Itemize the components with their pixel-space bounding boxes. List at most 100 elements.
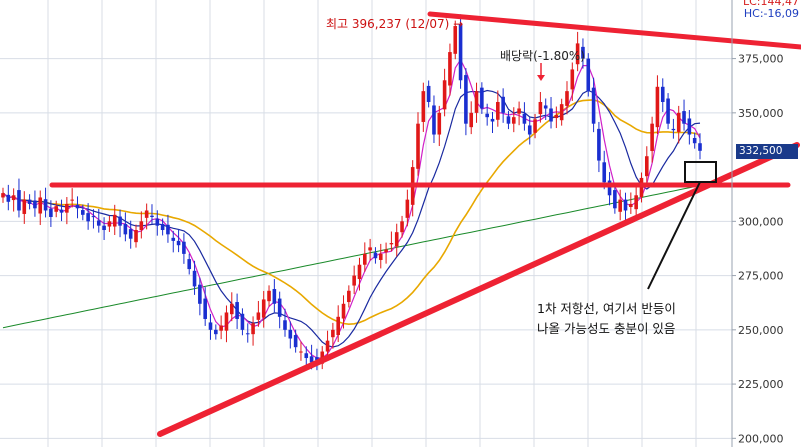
- candle-body: [336, 316, 340, 336]
- dividend-label: 배당락(-1.80%): [500, 49, 585, 63]
- candle-body: [251, 323, 255, 335]
- y-tick-label: 275,000: [738, 270, 784, 283]
- candle-body: [363, 253, 367, 265]
- candle-body: [357, 264, 362, 280]
- candle-body: [597, 128, 601, 161]
- candle-body: [522, 113, 527, 124]
- candle-body: [43, 199, 48, 211]
- candle-body: [666, 98, 670, 124]
- candle-body: [331, 329, 335, 338]
- candle-body: [432, 105, 436, 135]
- candle-body: [437, 112, 442, 135]
- candle-body: [160, 223, 165, 231]
- candle-body: [581, 46, 585, 59]
- candle-body: [6, 194, 11, 202]
- support-trendline: [157, 142, 800, 437]
- candle-body: [533, 119, 537, 133]
- candle-body: [682, 111, 686, 124]
- candle-body: [496, 101, 500, 120]
- candle-body: [623, 199, 628, 211]
- candle-body: [660, 86, 665, 102]
- candle-body: [102, 225, 106, 231]
- candle-body: [469, 112, 474, 128]
- candle-body: [198, 284, 202, 304]
- candle-body: [166, 224, 170, 235]
- lc-label: LC:144,47: [742, 0, 799, 8]
- candle-body: [474, 91, 479, 113]
- candle-body: [448, 52, 452, 86]
- candle-body: [17, 190, 21, 211]
- candle-body: [416, 123, 420, 169]
- candle-body: [139, 221, 144, 231]
- callout-line: [647, 181, 701, 290]
- candle-body: [261, 299, 266, 318]
- candle-body: [692, 138, 697, 144]
- candle-body: [480, 87, 484, 109]
- candle-body: [214, 329, 218, 335]
- candle-body: [559, 104, 564, 121]
- candle-body: [1, 193, 5, 198]
- candle-body: [59, 209, 64, 213]
- candle-body: [70, 199, 74, 201]
- note-line-2: 나올 가능성도 충분이 있음: [537, 321, 676, 336]
- candle-body: [586, 58, 591, 92]
- candle-body: [299, 351, 303, 353]
- candle-body: [283, 320, 287, 330]
- note-line-1: 1차 저항선, 여기서 반등이: [537, 301, 676, 316]
- candle-body: [644, 156, 649, 177]
- candle-body: [634, 195, 638, 210]
- dividend-marker: [537, 75, 545, 81]
- candle-body: [49, 208, 53, 217]
- candle-body: [293, 335, 298, 348]
- candle-body: [602, 162, 607, 183]
- candle-body: [134, 230, 138, 243]
- candle-body: [442, 80, 447, 110]
- candle-body: [11, 195, 16, 201]
- candle-body: [549, 108, 553, 122]
- candle-body: [224, 312, 229, 331]
- candle-body: [91, 216, 96, 218]
- candle-body: [86, 213, 90, 222]
- candle-body: [527, 125, 532, 135]
- y-tick-label: 350,000: [738, 107, 784, 120]
- y-tick-label: 200,000: [738, 432, 784, 445]
- candle-body: [511, 117, 516, 124]
- candle-body: [81, 210, 85, 215]
- candle-body: [155, 218, 160, 226]
- candle-body: [187, 259, 192, 270]
- all-time-high-label: 최고 396,237 (12/07) →: [326, 17, 464, 31]
- candle-body: [671, 128, 676, 131]
- candle-body: [203, 298, 207, 319]
- candle-body: [150, 215, 154, 217]
- candle-body: [347, 290, 351, 303]
- candle-body: [128, 229, 133, 239]
- candle-body: [235, 302, 239, 319]
- candle-body: [655, 86, 660, 128]
- hc-label: HC:-16,09: [743, 7, 799, 20]
- candle-body: [517, 108, 521, 114]
- ma120-line: [2, 185, 701, 329]
- candle-body: [118, 216, 122, 226]
- candle-body: [38, 197, 43, 214]
- candle-body: [245, 333, 250, 335]
- candle-body: [618, 199, 622, 212]
- candle-body: [613, 190, 617, 209]
- candle-body: [490, 118, 495, 122]
- candle-body: [453, 26, 458, 54]
- candle-body: [304, 353, 309, 359]
- y-tick-label: 225,000: [738, 378, 784, 391]
- resistance-trendline: [427, 11, 801, 50]
- candle-body: [389, 243, 394, 245]
- candle-body: [575, 43, 580, 65]
- highlight-box: [684, 161, 717, 183]
- candle-body: [33, 200, 37, 209]
- candle-body: [240, 313, 245, 330]
- y-tick-label: 250,000: [738, 324, 784, 337]
- candle-body: [373, 252, 378, 259]
- candle-body: [96, 220, 101, 226]
- candle-body: [171, 237, 176, 241]
- candle-body: [687, 118, 692, 135]
- candle-body: [570, 69, 575, 90]
- candle-body: [676, 112, 681, 132]
